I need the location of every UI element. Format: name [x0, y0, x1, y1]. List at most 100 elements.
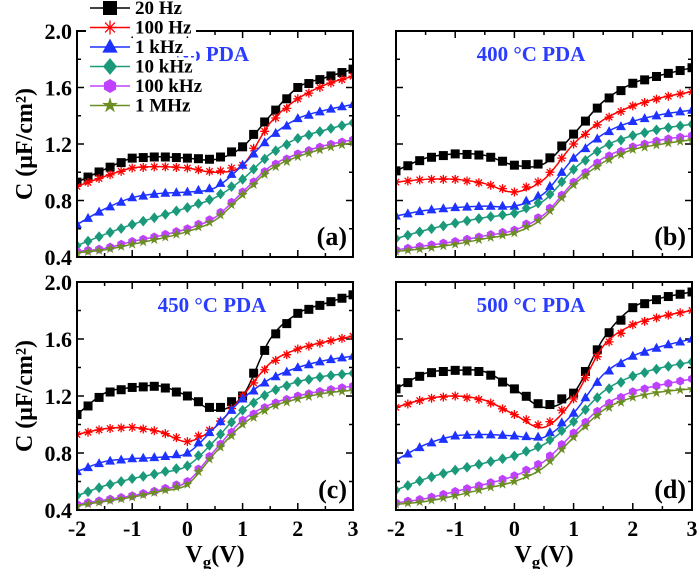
triangle-marker: [533, 190, 544, 200]
diamond-marker: [116, 476, 126, 487]
asterisk-marker: [182, 437, 192, 447]
triangle-marker: [568, 407, 579, 417]
triangle-marker: [556, 166, 567, 176]
triangle-marker: [292, 113, 303, 123]
diamond-marker: [474, 459, 484, 470]
diamond-marker: [545, 434, 555, 446]
triangle-marker: [171, 187, 182, 197]
triangle-marker: [138, 452, 149, 462]
diamond-marker: [438, 220, 448, 232]
y-tick-label: 2.0: [45, 270, 73, 295]
y-tick-label: 2.0: [45, 19, 73, 44]
x-label-unit: (V): [211, 542, 244, 568]
x-label-sub: g: [203, 553, 212, 569]
diamond-marker: [204, 439, 214, 451]
triangle-marker: [83, 462, 93, 472]
square-marker: [498, 377, 508, 387]
triangle-marker: [651, 110, 662, 120]
diamond-marker: [182, 460, 192, 472]
series-10-khz: [396, 356, 692, 496]
diamond-marker: [103, 58, 117, 75]
star-marker: [248, 412, 259, 423]
panel-title: 450 °C PDA: [158, 293, 268, 317]
star-marker: [325, 141, 337, 152]
asterisk-marker: [616, 328, 626, 338]
square-marker: [282, 319, 292, 329]
x-label-unit: (V): [540, 542, 573, 568]
star-marker: [544, 455, 556, 466]
square-marker: [249, 368, 259, 378]
triangle-marker: [639, 113, 650, 123]
asterisk-marker: [628, 320, 638, 330]
asterisk-marker: [651, 313, 661, 323]
y-tick-label: 1.2: [45, 132, 73, 157]
star-marker: [532, 464, 544, 475]
square-marker: [533, 159, 543, 169]
square-marker: [94, 167, 104, 177]
square-marker: [569, 388, 579, 398]
star-marker: [93, 245, 105, 255]
triangle-marker: [314, 106, 325, 116]
star-marker: [82, 498, 94, 509]
diamond-marker: [260, 153, 270, 165]
asterisk-marker: [315, 338, 325, 348]
square-marker: [604, 328, 614, 338]
diamond-marker: [687, 356, 692, 368]
square-marker: [403, 161, 413, 171]
x-tick-label: -1: [123, 516, 141, 541]
square-marker: [348, 290, 353, 300]
square-marker: [293, 83, 303, 92]
star-marker: [556, 443, 567, 454]
asterisk-marker: [94, 425, 104, 435]
square-marker: [304, 304, 314, 314]
x-tick-label: 2: [292, 516, 303, 541]
asterisk-marker: [227, 163, 237, 173]
star-marker: [102, 97, 118, 113]
star-marker: [461, 236, 473, 247]
square-marker: [83, 172, 93, 182]
diamond-marker: [616, 376, 626, 388]
diamond-marker: [498, 209, 508, 221]
y-tick-label: 1.6: [45, 76, 73, 101]
star-marker: [592, 161, 603, 172]
asterisk-marker: [326, 336, 336, 346]
square-marker: [533, 399, 543, 409]
x-tick-label: 0: [509, 516, 520, 541]
series-1-mhz: [77, 137, 353, 257]
series-20-hz: [77, 64, 353, 187]
asterisk-marker: [127, 422, 137, 432]
square-marker: [545, 400, 555, 410]
diamond-marker: [687, 118, 692, 130]
star-marker: [149, 487, 160, 497]
plot-frame: [76, 30, 354, 258]
hexagon-marker: [546, 451, 554, 461]
triangle-marker: [337, 101, 347, 111]
asterisk-marker: [640, 97, 650, 107]
triangle-marker: [226, 168, 237, 178]
star-marker: [336, 386, 348, 396]
asterisk-marker: [509, 410, 519, 420]
diamond-marker: [498, 453, 508, 465]
asterisk-marker: [592, 120, 602, 130]
panel-label: (a): [317, 222, 347, 251]
asterisk-marker: [193, 165, 203, 175]
asterisk-marker: [427, 393, 437, 403]
star-marker: [473, 484, 485, 495]
square-marker: [545, 153, 555, 163]
series-1-khz: [396, 104, 692, 220]
square-marker: [604, 93, 614, 103]
asterisk-marker: [105, 170, 115, 180]
square-marker: [204, 402, 214, 412]
asterisk-marker: [249, 143, 259, 153]
hexagon-marker: [652, 381, 661, 391]
asterisk-marker: [337, 333, 347, 343]
diamond-marker: [569, 164, 579, 175]
star-marker: [580, 170, 591, 181]
square-marker: [415, 371, 425, 381]
y-tick-label: 0.4: [45, 245, 73, 270]
diamond-marker: [127, 219, 137, 230]
asterisk-marker: [580, 129, 590, 139]
plot-frame: [395, 30, 693, 258]
x-tick-label: 1: [237, 516, 248, 541]
square-marker: [216, 402, 226, 412]
